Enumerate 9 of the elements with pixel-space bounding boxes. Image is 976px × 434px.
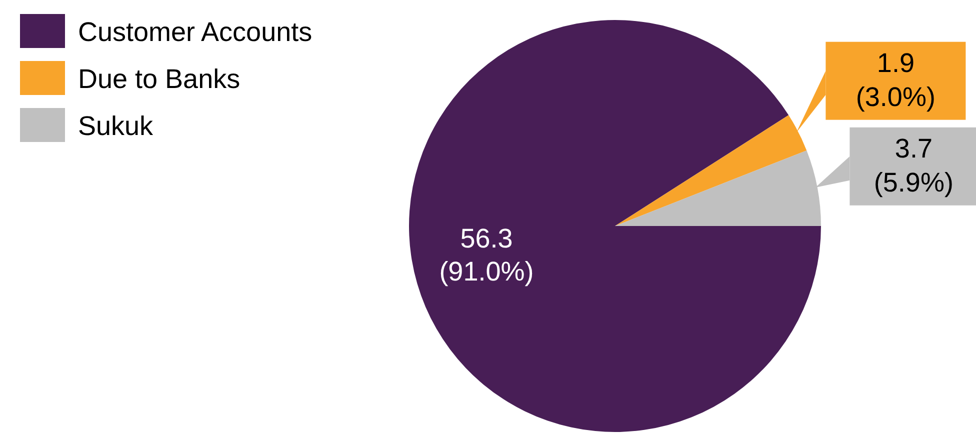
pie-slice <box>615 115 807 226</box>
data-label: 3.7 (5.9%) <box>874 133 954 198</box>
legend-label: Customer Accounts <box>78 17 312 47</box>
legend-label: Sukuk <box>78 111 154 141</box>
data-label: 1.9 (3.0%) <box>856 48 936 112</box>
data-label: 56.3 (91.0%) <box>439 224 534 287</box>
pie-slice <box>615 150 821 226</box>
legend-label: Due to Banks <box>78 64 240 94</box>
pie-slice <box>409 20 821 432</box>
